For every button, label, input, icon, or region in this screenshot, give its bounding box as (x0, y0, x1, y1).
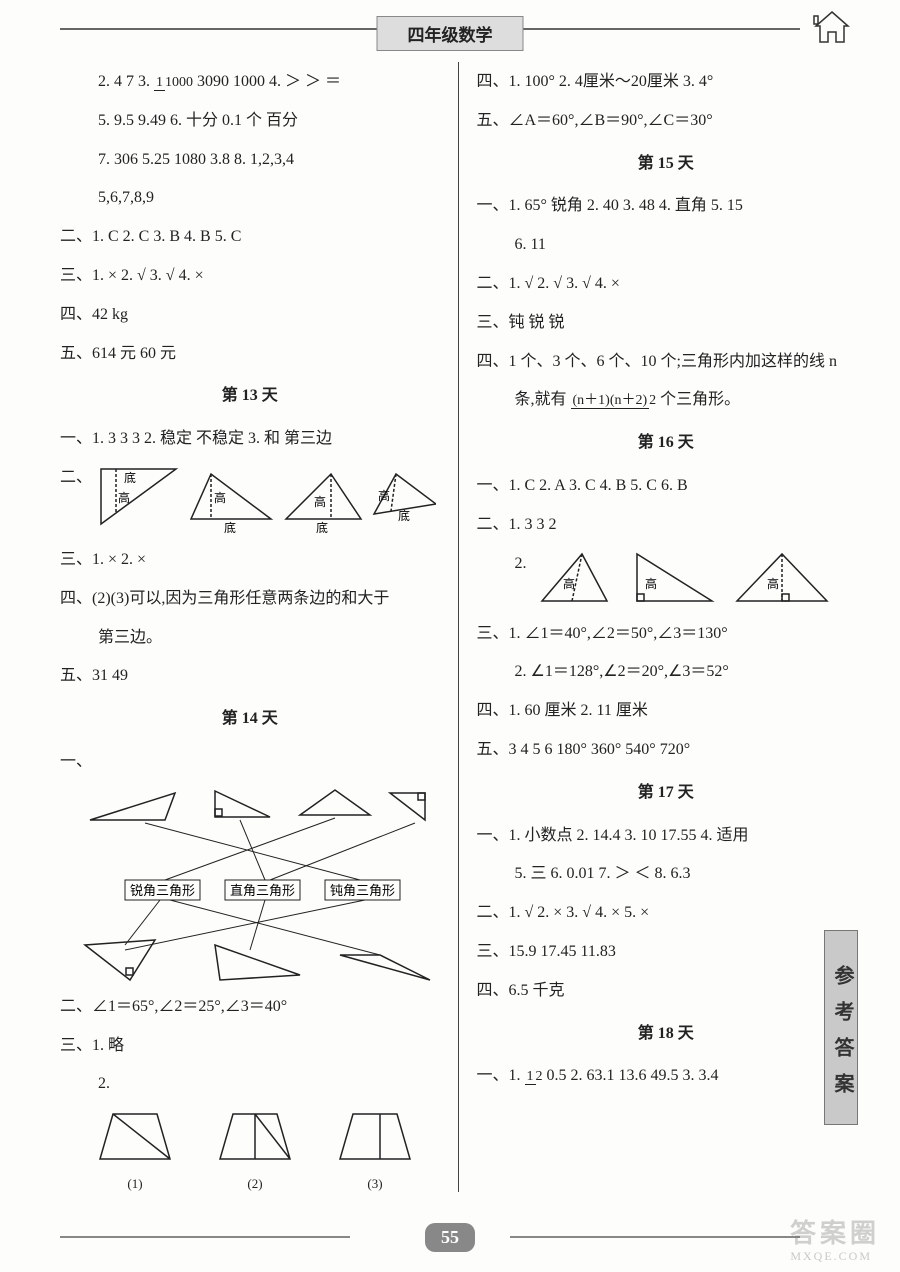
text-line: 五、∠A＝60°,∠B＝90°,∠C＝30° (477, 103, 856, 140)
page: 四年级数学 2. 4 7 3. 11000 3090 1000 4. ＞ ＞ ＝… (0, 0, 900, 1272)
svg-text:底: 底 (224, 520, 236, 535)
text: 条,就有 (515, 391, 567, 408)
text-line: 5. 三 6. 0.01 7. ＞ ＜ 8. 6.3 (477, 856, 856, 893)
header-title: 四年级数学 (377, 16, 524, 51)
day-heading-15: 第 15 天 (477, 146, 856, 183)
text-line: 条,就有 (n＋1)(n＋2)2 个三角形。 (477, 382, 856, 419)
text: 2. (515, 546, 527, 583)
text-line: 三、1. × 2. × (60, 542, 440, 579)
text-line: 2. 4 7 3. 11000 3090 1000 4. ＞ ＞ ＝ (60, 64, 440, 101)
text: 个三角形。 (660, 391, 740, 408)
day-heading-18: 第 18 天 (477, 1016, 856, 1053)
fraction: 11000 (154, 75, 193, 90)
trapezoid-3: (3) (335, 1109, 415, 1199)
text: 二、 (60, 460, 92, 497)
page-number: 55 (425, 1223, 475, 1252)
trapezoid-1: (1) (95, 1109, 175, 1199)
svg-text:底: 底 (316, 520, 328, 535)
text-line: 一、1. 12 0.5 2. 63.1 13.6 49.5 3. 3.4 (477, 1058, 856, 1095)
day-heading-16: 第 16 天 (477, 425, 856, 462)
trapezoid-2: (2) (215, 1109, 295, 1199)
triangles-heights-diagram: 高 高 高 (537, 546, 837, 614)
house-icon (812, 10, 852, 46)
text-line: 四、1 个、3 个、6 个、10 个;三角形内加这样的线 n (477, 344, 856, 381)
label-di: 底 (124, 470, 136, 485)
text-line: 四、(2)(3)可以,因为三角形任意两条边的和大于 (60, 581, 440, 618)
text-line: 第三边。 (60, 620, 440, 657)
text-line: 四、42 kg (60, 297, 440, 334)
text-line: 6. 11 (477, 227, 856, 264)
text: 2. 4 7 3. (98, 73, 154, 90)
text-line: 一、1. 65° 锐角 2. 40 3. 48 4. 直角 5. 15 (477, 188, 856, 225)
svg-text:高: 高 (214, 490, 226, 505)
label-gao: 高 (118, 490, 130, 505)
text-line: 五、614 元 60 元 (60, 336, 440, 373)
text-line: 7. 306 5.25 1080 3.8 8. 1,2,3,4 (60, 142, 440, 179)
trapezoid-row: (1) (2) (3) (95, 1109, 440, 1199)
text-line: 二、1. √ 2. × 3. √ 4. × 5. × (477, 895, 856, 932)
text-line: 五、3 4 5 6 180° 360° 540° 720° (477, 732, 856, 769)
watermark-sub: MXQE.COM (790, 1249, 872, 1264)
text-line: 四、6.5 千克 (477, 973, 856, 1010)
text-line: 三、1. × 2. √ 3. √ 4. × (60, 258, 440, 295)
fraction: 12 (525, 1069, 543, 1084)
day-heading-14: 第 14 天 (60, 701, 440, 738)
fraction: (n＋1)(n＋2)2 (571, 393, 657, 408)
svg-text:高: 高 (645, 576, 657, 591)
side-tab: 参考答案 (824, 930, 858, 1125)
triangle-row: 二、 底 高 高底 高底 高底 (60, 460, 440, 540)
svg-text:高: 高 (563, 576, 575, 591)
text-line: 一、1. 3 3 3 2. 稳定 不稳定 3. 和 第三边 (60, 421, 440, 458)
day-heading-17: 第 17 天 (477, 775, 856, 812)
day-heading-13: 第 13 天 (60, 378, 440, 415)
left-column: 2. 4 7 3. 11000 3090 1000 4. ＞ ＞ ＝ 5. 9.… (60, 62, 458, 1192)
matching-diagram: 锐角三角形 直角三角形 钝角三角形 (70, 785, 450, 985)
text-line: 五、31 49 (60, 658, 440, 695)
text-line: 四、1. 100° 2. 4厘米～20厘米 3. 4° (477, 64, 856, 101)
text-line: 5,6,7,8,9 (60, 180, 440, 217)
text-line: 2. (60, 1066, 440, 1103)
text-line: 二、∠1＝65°,∠2＝25°,∠3＝40° (60, 989, 440, 1026)
svg-text:底: 底 (398, 508, 410, 523)
svg-text:锐角三角形: 锐角三角形 (130, 883, 195, 898)
text-line: 四、1. 60 厘米 2. 11 厘米 (477, 693, 856, 730)
content-columns: 2. 4 7 3. 11000 3090 1000 4. ＞ ＞ ＝ 5. 9.… (60, 62, 855, 1192)
text: 3090 1000 4. ＞ ＞ ＝ (197, 73, 341, 90)
svg-text:高: 高 (378, 488, 390, 503)
text-line: 一、1. C 2. A 3. C 4. B 5. C 6. B (477, 468, 856, 505)
text-line: 三、钝 锐 锐 (477, 305, 856, 342)
text: 0.5 2. 63.1 13.6 49.5 3. 3.4 (547, 1067, 719, 1084)
text-line: 一、1. 小数点 2. 14.4 3. 10 17.55 4. 适用 (477, 818, 856, 855)
svg-text:钝角三角形: 钝角三角形 (330, 883, 395, 898)
svg-text:直角三角形: 直角三角形 (230, 883, 295, 898)
svg-text:高: 高 (314, 494, 326, 509)
text: 一、1. (477, 1067, 525, 1084)
page-number-wrap: 55 (0, 1223, 900, 1252)
text-line: 三、15.9 17.45 11.83 (477, 934, 856, 971)
text-line: 一、 (60, 744, 440, 781)
text-line: 三、1. ∠1＝40°,∠2＝50°,∠3＝130° (477, 616, 856, 653)
watermark: 答案圈 (790, 1213, 880, 1250)
text-line: 5. 9.5 9.49 6. 十分 0.1 个 百分 (60, 103, 440, 140)
triangle-heights-row: 2. 高 高 高 (477, 546, 856, 614)
text-line: 二、1. √ 2. √ 3. √ 4. × (477, 266, 856, 303)
right-column: 四、1. 100° 2. 4厘米～20厘米 3. 4° 五、∠A＝60°,∠B＝… (458, 62, 856, 1192)
triangles-diagram: 底 高 高底 高底 高底 (96, 464, 436, 536)
svg-text:高: 高 (767, 576, 779, 591)
text-line: 三、1. 略 (60, 1028, 440, 1065)
text-line: 二、1. 3 3 2 (477, 507, 856, 544)
text-line: 2. ∠1＝128°,∠2＝20°,∠3＝52° (477, 654, 856, 691)
text-line: 二、1. C 2. C 3. B 4. B 5. C (60, 219, 440, 256)
